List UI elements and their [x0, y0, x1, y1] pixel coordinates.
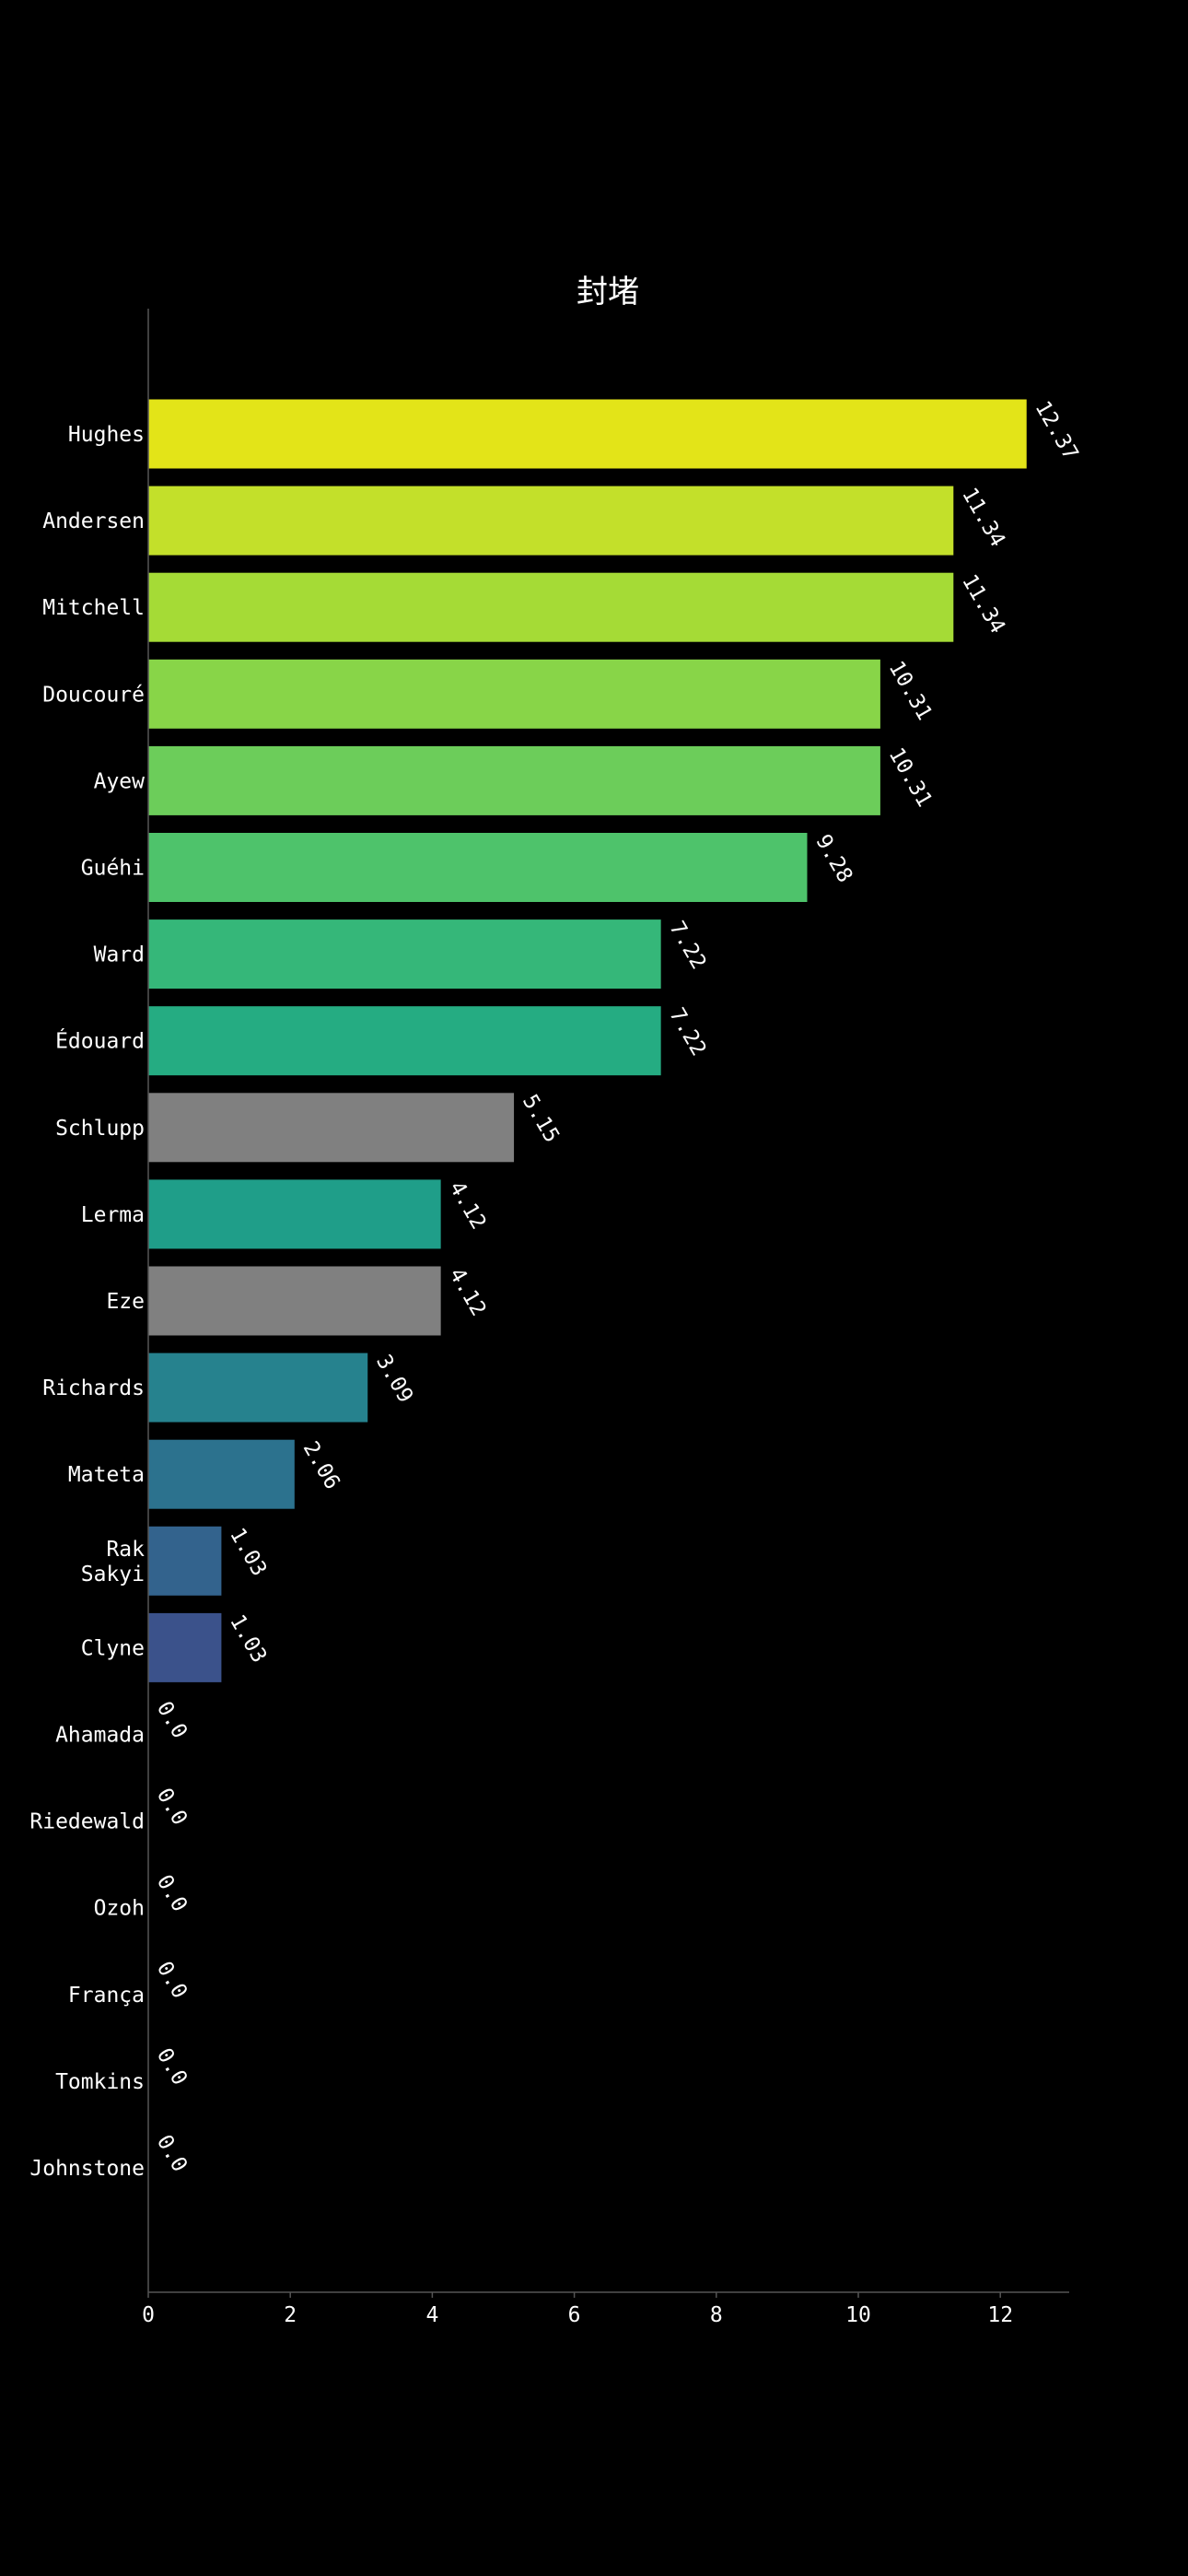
chart-title: 封堵 — [577, 274, 639, 310]
bar — [148, 919, 661, 989]
value-label: 4.12 — [444, 1264, 490, 1320]
bar — [148, 659, 880, 729]
value-label: 12.37 — [1031, 397, 1083, 464]
x-tick-label: 12 — [987, 2303, 1013, 2327]
bar — [148, 1093, 515, 1163]
value-label: 1.03 — [225, 1610, 271, 1667]
bar — [148, 1352, 368, 1423]
x-tick-label: 2 — [284, 2303, 297, 2327]
category-labels-group: Hughes Andersen Mitchell Doucouré Ayew Guéhi W… — [29, 423, 145, 2181]
category-label: Eze — [106, 1290, 145, 1314]
x-tick-label: 0 — [142, 2303, 155, 2327]
value-label: 11.34 — [957, 484, 1009, 551]
value-label: 5.15 — [518, 1091, 564, 1147]
bar — [148, 572, 954, 642]
value-label: 7.22 — [664, 1004, 710, 1060]
bar — [148, 1526, 222, 1596]
category-label: Richards — [42, 1376, 145, 1400]
value-label: 2.06 — [298, 1437, 344, 1493]
value-label: 0.0 — [152, 1785, 192, 1830]
category-label: Johnstone — [29, 2157, 145, 2181]
bar — [148, 745, 880, 815]
bars-group — [148, 399, 1027, 1682]
value-label: 3.09 — [371, 1351, 417, 1407]
category-label: Édouard — [55, 1028, 145, 1054]
category-label: Guéhi — [81, 857, 145, 881]
value-label: 10.31 — [884, 657, 937, 724]
x-tick-label: 4 — [425, 2303, 438, 2327]
value-label: 0.0 — [152, 2044, 192, 2090]
value-label: 0.0 — [152, 1698, 192, 1743]
bar — [148, 1439, 295, 1509]
value-label: 0.0 — [152, 2131, 192, 2176]
category-label: Rak — [106, 1538, 145, 1562]
category-label: Mateta — [68, 1463, 145, 1487]
bar — [148, 1179, 441, 1249]
category-label: Ward — [94, 943, 145, 967]
x-tick-label: 8 — [710, 2303, 723, 2327]
category-label: Tomkins — [55, 2070, 145, 2094]
value-label: 1.03 — [225, 1524, 271, 1580]
bar — [148, 833, 808, 902]
category-label: Ayew — [94, 769, 146, 793]
x-tick-label: 10 — [845, 2303, 871, 2327]
value-label: 11.34 — [957, 570, 1009, 638]
category-label: Doucouré — [42, 683, 145, 707]
category-label: Riedewald — [29, 1810, 145, 1834]
category-label: Ozoh — [94, 1897, 145, 1921]
value-label: 4.12 — [444, 1177, 490, 1234]
bar — [148, 1612, 222, 1682]
category-label: Schlupp — [55, 1117, 145, 1141]
category-label: Lerma — [81, 1203, 145, 1227]
value-label: 9.28 — [810, 831, 856, 887]
category-label: Andersen — [42, 509, 145, 533]
bar — [148, 1006, 661, 1076]
x-tick-label: 6 — [568, 2303, 581, 2327]
bar — [148, 399, 1027, 469]
category-label: Ahamada — [55, 1724, 145, 1748]
category-label: Mitchell — [42, 596, 145, 620]
bar — [148, 1266, 441, 1336]
value-label: 0.0 — [152, 1871, 192, 1916]
x-ticks-group: 0 2 4 6 8 10 12 — [142, 2292, 1013, 2327]
category-label: Hughes — [68, 423, 145, 447]
value-label: 10.31 — [884, 744, 937, 811]
category-label: Clyne — [81, 1636, 145, 1660]
category-label: França — [68, 1984, 145, 2008]
category-label: Sakyi — [81, 1563, 145, 1587]
value-label: 0.0 — [152, 1958, 192, 2003]
value-label: 7.22 — [664, 918, 710, 974]
bar — [148, 486, 954, 556]
